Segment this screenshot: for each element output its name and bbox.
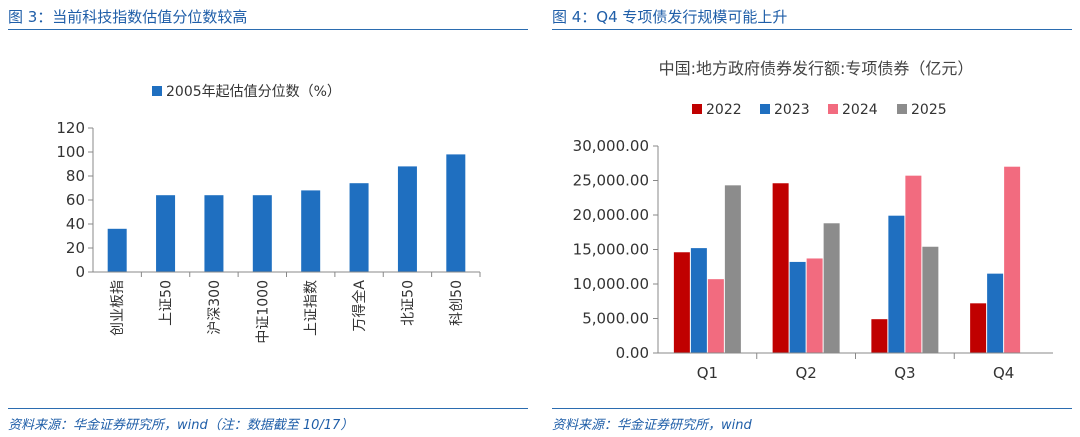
- left-x-tick-label: 万得全A: [351, 280, 368, 332]
- left-bar: [397, 166, 417, 272]
- left-x-tick-label: 上证指数: [304, 280, 320, 336]
- left-panel-title: 图 3：当前科技指数估值分位数较高: [8, 8, 248, 26]
- right-legend-label: 2025: [911, 102, 947, 118]
- right-bar-2023: [789, 261, 806, 353]
- right-y-tick-label: 0.00: [616, 344, 649, 362]
- left-legend-label: 2005年起估值分位数（%）: [166, 84, 341, 100]
- left-x-tick-label: 沪深300: [207, 280, 223, 335]
- left-y-tick-label: 40: [66, 215, 85, 233]
- left-title-rule: [8, 29, 528, 30]
- right-legend-swatch: [828, 104, 838, 114]
- left-legend: 2005年起估值分位数（%）: [152, 84, 341, 100]
- left-legend-swatch: [152, 86, 162, 96]
- right-bar-2022: [871, 319, 888, 353]
- left-y-tick-label: 0: [75, 263, 85, 281]
- right-bar-2023: [888, 215, 905, 353]
- right-bar-2025: [724, 185, 741, 353]
- right-y-tick-label: 30,000.00: [573, 137, 649, 155]
- left-x-tick-label: 科创50: [449, 280, 465, 326]
- left-source-note: 资料来源：华金证券研究所，wind（注：数据截至 10/17）: [8, 418, 354, 433]
- left-x-tick-label: 创业板指: [110, 280, 126, 336]
- right-bar-2023: [690, 248, 707, 353]
- left-x-tick-label: 中证1000: [255, 280, 271, 344]
- right-y-tick-label: 5,000.00: [582, 310, 649, 328]
- right-bar-2024: [905, 175, 922, 353]
- right-bar-2023: [987, 273, 1004, 353]
- right-bar-2022: [673, 252, 690, 353]
- right-bar-2024: [707, 279, 724, 353]
- left-y-tick-label: 20: [66, 239, 85, 257]
- left-bar-chart: 0 20 40 60 80 100 120 创业板指 上证50 沪深300 中证1000 上证指数 万…: [56, 84, 481, 344]
- right-y-tick-label: 10,000.00: [573, 275, 649, 293]
- right-legend-label: 2022: [706, 102, 742, 118]
- right-bar-2025: [922, 246, 939, 353]
- right-y-tick-label: 20,000.00: [573, 206, 649, 224]
- right-bar-2022: [970, 303, 987, 353]
- right-legend-label: 2023: [774, 102, 810, 118]
- left-bar: [301, 190, 321, 272]
- left-bar: [156, 195, 176, 272]
- left-y-tick-label: 80: [66, 167, 85, 185]
- left-source-rule: [8, 408, 528, 409]
- right-legend-label: 2024: [842, 102, 878, 118]
- right-legend-swatch: [897, 104, 907, 114]
- right-x-tick-label: Q3: [894, 364, 915, 382]
- right-bar-2022: [772, 183, 789, 353]
- left-y-tick-label: 60: [66, 191, 85, 209]
- left-x-tick-label: 上证50: [159, 280, 175, 326]
- right-panel-title: 图 4：Q4 专项债发行规模可能上升: [552, 8, 788, 26]
- right-legend: 2022 2023 2024 2025: [692, 102, 947, 118]
- right-legend-swatch: [692, 104, 702, 114]
- right-legend-swatch: [760, 104, 770, 114]
- right-source-note: 资料来源：华金证券研究所，wind: [552, 418, 752, 433]
- left-bar: [349, 183, 369, 272]
- right-title-rule: [552, 29, 1072, 30]
- left-y-tick-label: 100: [56, 143, 85, 161]
- right-y-tick-label: 15,000.00: [573, 241, 649, 259]
- right-source-rule: [552, 408, 1072, 409]
- right-bar-2024: [806, 258, 823, 353]
- left-y-tick-label: 120: [56, 119, 85, 137]
- right-y-tick-label: 25,000.00: [573, 172, 649, 190]
- left-x-tick-label: 北证50: [400, 280, 416, 326]
- right-x-tick-label: Q4: [993, 364, 1014, 382]
- right-bar-2025: [823, 223, 840, 353]
- left-bar: [107, 228, 127, 272]
- right-bar-2024: [1004, 166, 1021, 353]
- right-x-tick-label: Q2: [795, 364, 816, 382]
- left-bar: [252, 195, 272, 272]
- right-bar-chart: 中国:地方政府债券发行额:专项债券（亿元） 2022 2023 2024 2025 0…: [573, 59, 1053, 382]
- left-bar: [204, 195, 224, 272]
- left-bar: [446, 154, 466, 272]
- right-chart-title: 中国:地方政府债券发行额:专项债券（亿元）: [659, 59, 974, 78]
- right-x-tick-label: Q1: [697, 364, 718, 382]
